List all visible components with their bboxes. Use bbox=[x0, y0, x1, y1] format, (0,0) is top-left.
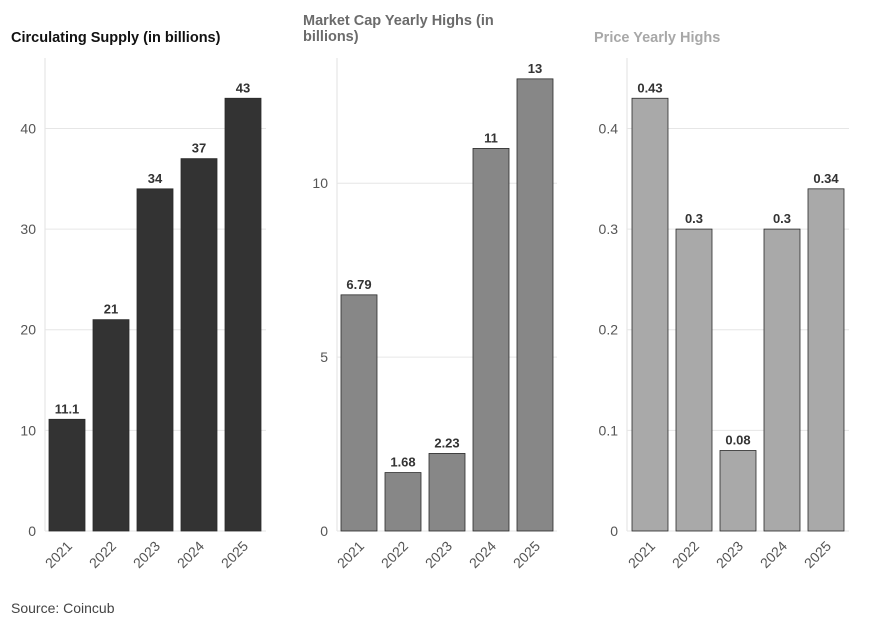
panel-3-data-label: 0.43 bbox=[637, 80, 662, 95]
panel-3-bar bbox=[631, 97, 669, 532]
panel-1-bar bbox=[224, 97, 262, 532]
panel-1-y-tick-label: 10 bbox=[20, 422, 36, 438]
panel-2-bar bbox=[472, 148, 510, 532]
panel-2-y-tick-label: 10 bbox=[312, 175, 328, 191]
panel-2-x-tick-label: 2024 bbox=[466, 538, 499, 571]
panel-1-data-label: 37 bbox=[192, 141, 206, 156]
panel-1-title: Circulating Supply (in billions) bbox=[11, 30, 221, 46]
panel-1-y-tick-label: 0 bbox=[28, 523, 36, 539]
panel-2-data-label: 13 bbox=[528, 61, 542, 76]
panel-3-bar bbox=[675, 228, 713, 532]
panel-1-x-tick-label: 2021 bbox=[42, 538, 75, 571]
panel-1-y-tick-label: 30 bbox=[20, 221, 36, 237]
panel-1-y-tick-label: 40 bbox=[20, 120, 36, 136]
panel-2-y-tick-label: 0 bbox=[320, 523, 328, 539]
panel-3-bar bbox=[719, 450, 757, 532]
panel-3-data-label: 0.08 bbox=[725, 432, 750, 447]
panel-3-data-label: 0.3 bbox=[685, 211, 703, 226]
panel-3-x-tick-label: 2025 bbox=[801, 538, 834, 571]
panel-2-bar bbox=[340, 294, 378, 532]
panel-2-x-tick-label: 2025 bbox=[510, 538, 543, 571]
panel-3-y-tick-label: 0 bbox=[610, 523, 618, 539]
panel-2-title: Market Cap Yearly Highs (in billions) bbox=[303, 13, 494, 45]
panel-3-x-tick-label: 2021 bbox=[625, 538, 658, 571]
panel-1-bar bbox=[48, 418, 86, 532]
panel-3-x-tick-label: 2023 bbox=[713, 538, 746, 571]
panel-3-y-tick-label: 0.2 bbox=[599, 322, 619, 338]
panel-2-data-label: 11 bbox=[484, 130, 498, 145]
panel-3-x-tick-label: 2024 bbox=[757, 538, 790, 571]
panel-2-x-tick-label: 2023 bbox=[422, 538, 455, 571]
panel-1-data-label: 34 bbox=[148, 171, 163, 186]
panel-2-x-tick-label: 2022 bbox=[378, 538, 411, 571]
panel-2-data-label: 1.68 bbox=[390, 455, 415, 470]
panel-2-data-label: 2.23 bbox=[434, 435, 459, 450]
panel-2-bar bbox=[384, 472, 422, 532]
panel-1-data-label: 21 bbox=[104, 302, 118, 317]
panel-2-data-label: 6.79 bbox=[346, 277, 371, 292]
panel-3-bar bbox=[807, 188, 845, 532]
panel-1-x-tick-label: 2023 bbox=[130, 538, 163, 571]
panel-3-bar bbox=[763, 228, 801, 532]
panel-1-y-tick-label: 20 bbox=[20, 322, 36, 338]
panel-3-y-tick-label: 0.4 bbox=[599, 120, 619, 136]
panel-1-x-tick-label: 2022 bbox=[86, 538, 119, 571]
panel-3-title: Price Yearly Highs bbox=[594, 30, 721, 46]
panel-1-data-label: 11.1 bbox=[55, 401, 80, 416]
source-note: Source: Coincub bbox=[11, 600, 115, 616]
panel-2-bar bbox=[516, 78, 554, 532]
panel-1-x-tick-label: 2025 bbox=[218, 538, 251, 571]
panel-3-data-label: 0.3 bbox=[773, 211, 791, 226]
panel-3-x-tick-label: 2022 bbox=[669, 538, 702, 571]
panel-1-x-tick-label: 2024 bbox=[174, 538, 207, 571]
panel-2-bar bbox=[428, 453, 466, 532]
panel-3-data-label: 0.34 bbox=[813, 171, 839, 186]
panel-1-data-label: 43 bbox=[236, 80, 250, 95]
panel-2-x-tick-label: 2021 bbox=[334, 538, 367, 571]
panel-1-bar bbox=[136, 188, 174, 532]
panel-1-bar bbox=[180, 158, 218, 532]
panel-3-y-tick-label: 0.1 bbox=[599, 422, 619, 438]
panel-1-bar bbox=[92, 319, 130, 532]
panel-3-y-tick-label: 0.3 bbox=[599, 221, 619, 237]
panel-2-y-tick-label: 5 bbox=[320, 349, 328, 365]
